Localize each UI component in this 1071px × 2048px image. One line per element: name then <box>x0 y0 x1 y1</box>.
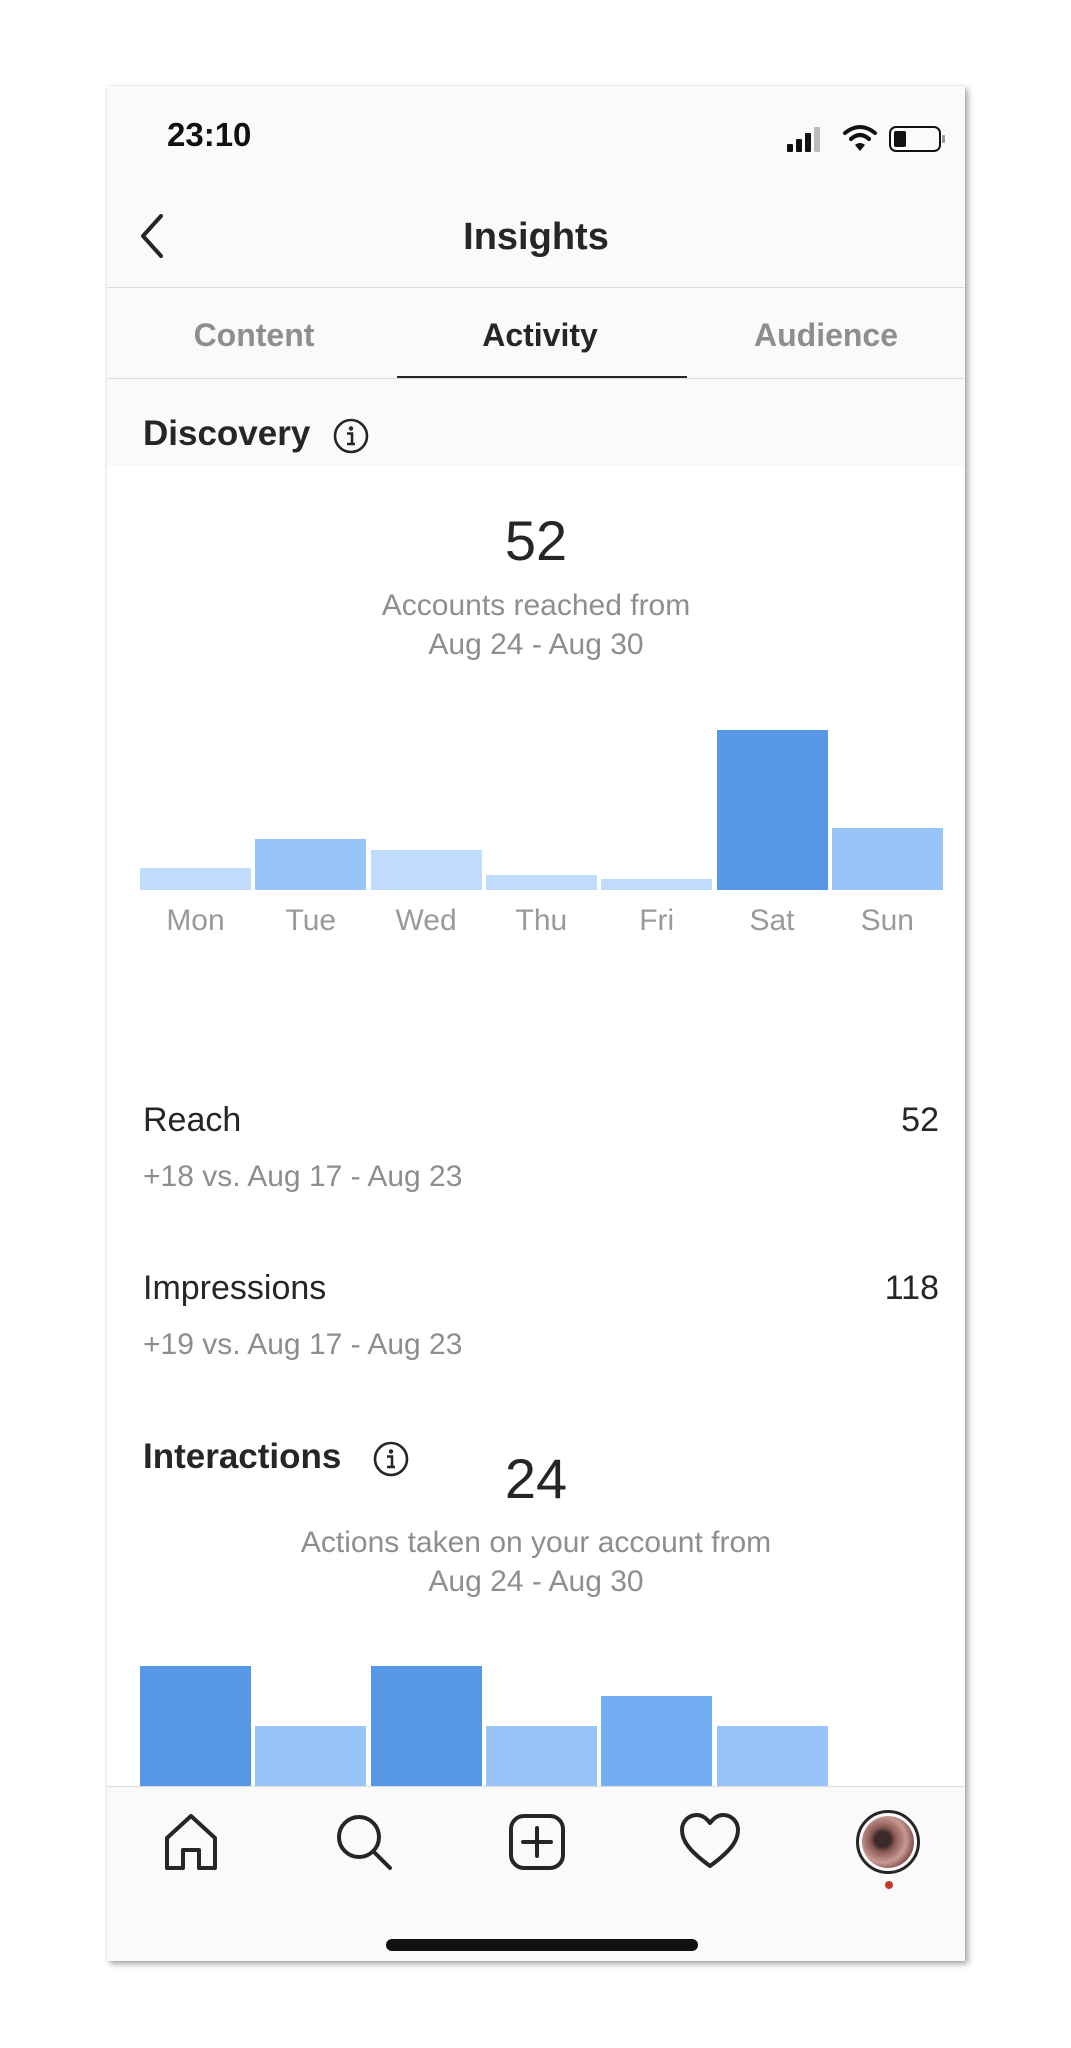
day-label-fri: Fri <box>639 904 675 937</box>
bar-wed <box>370 850 482 890</box>
tab-content[interactable]: Content <box>193 317 315 353</box>
interactions-info-icon[interactable] <box>373 1441 409 1477</box>
bar-tue <box>255 839 367 890</box>
wifi-icon <box>843 125 877 151</box>
status-time: 23:10 <box>167 116 252 153</box>
impressions-value: 118 <box>884 1269 939 1307</box>
discovery-title: Discovery <box>143 414 311 453</box>
top-chrome <box>107 86 965 379</box>
phone-screen: 23:10 Insights Content Activity Audience… <box>107 86 965 1961</box>
impressions-label: Impressions <box>143 1269 327 1307</box>
tabs-bar <box>107 379 965 466</box>
day-label-wed: Wed <box>395 904 457 937</box>
interactions-total: 24 <box>504 1447 568 1510</box>
avatar-image <box>862 1816 914 1868</box>
bar-mon <box>140 868 251 890</box>
day-label-tue: Tue <box>285 904 337 937</box>
home-indicator <box>386 1939 698 1951</box>
day-label-thu: Thu <box>515 904 568 937</box>
day-label-mon: Mon <box>166 904 225 937</box>
bar-fri <box>601 1696 713 1786</box>
interactions-caption-line1: Actions taken on your account from <box>300 1526 772 1559</box>
bar-thu <box>485 1726 597 1786</box>
bar-tue <box>255 1726 367 1786</box>
discovery-info-icon[interactable] <box>333 418 369 454</box>
tab-audience[interactable]: Audience <box>753 317 899 353</box>
day-label-sun: Sun <box>860 904 914 937</box>
interactions-caption-date: Aug 24 - Aug 30 <box>428 1565 644 1598</box>
tab-activity[interactable]: Activity <box>482 317 598 353</box>
profile-avatar[interactable] <box>856 1810 920 1874</box>
home-icon[interactable] <box>159 1810 223 1874</box>
reach-value: 52 <box>901 1101 939 1139</box>
discovery-total: 52 <box>504 509 568 572</box>
discovery-caption-date: Aug 24 - Aug 30 <box>428 628 644 661</box>
bar-mon <box>140 1666 251 1786</box>
interactions-title: Interactions <box>143 1437 342 1476</box>
header-divider <box>107 287 965 288</box>
notification-dot <box>885 1881 893 1889</box>
status-icons <box>787 125 945 152</box>
day-label-sat: Sat <box>749 904 795 937</box>
reach-comparison: +18 vs. Aug 17 - Aug 23 <box>143 1160 463 1193</box>
back-chevron-icon[interactable] <box>131 206 183 266</box>
bar-sat <box>716 1726 828 1786</box>
impressions-comparison: +19 vs. Aug 17 - Aug 23 <box>143 1328 463 1361</box>
reach-label: Reach <box>143 1101 242 1139</box>
bar-sun <box>831 828 943 890</box>
search-icon[interactable] <box>332 1810 396 1874</box>
active-tab-indicator <box>397 376 687 378</box>
signal-icon <box>787 127 820 152</box>
tabs-divider <box>107 378 965 379</box>
battery-icon <box>889 126 945 152</box>
heart-icon[interactable] <box>678 1810 742 1874</box>
discovery-caption-line1: Accounts reached from <box>381 589 691 622</box>
bar-thu <box>485 875 597 890</box>
bar-wed <box>370 1666 482 1786</box>
bar-sat <box>716 730 828 890</box>
add-post-icon[interactable] <box>505 1810 569 1874</box>
page-title: Insights <box>463 216 609 258</box>
bar-fri <box>601 879 713 890</box>
